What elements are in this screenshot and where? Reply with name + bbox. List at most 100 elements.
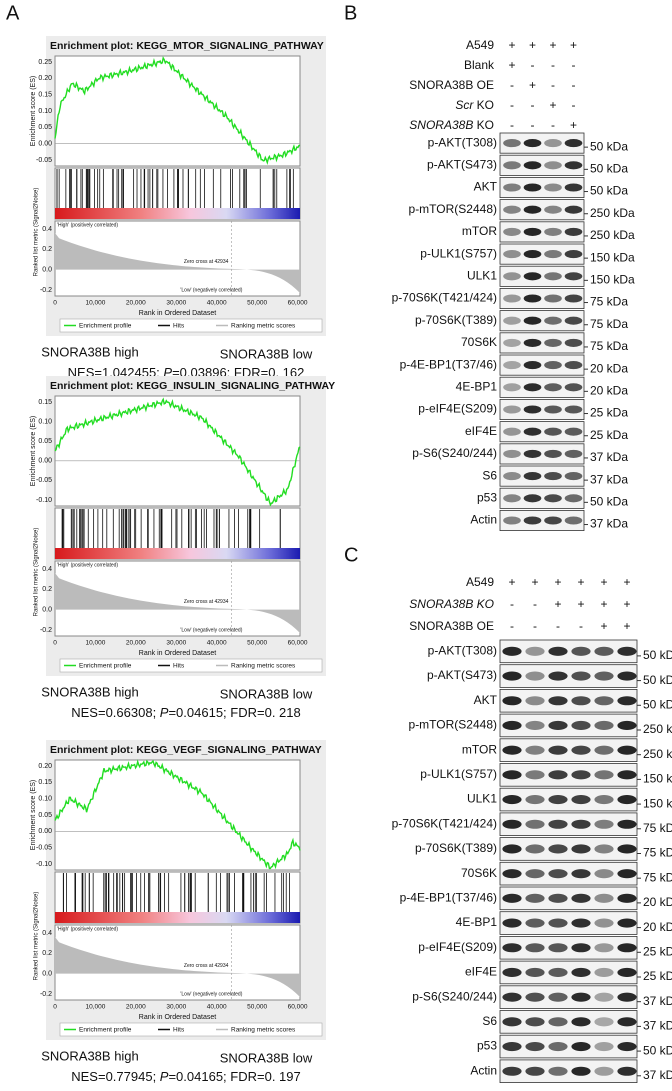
blot-band bbox=[502, 646, 522, 656]
condition-sign: + bbox=[623, 575, 630, 589]
blot-frame bbox=[499, 509, 585, 531]
legend-label: Ranking metric scores bbox=[231, 1027, 296, 1034]
blot-band bbox=[502, 943, 522, 953]
x-tick-label: 60,000 bbox=[288, 300, 308, 307]
blot-band bbox=[502, 720, 522, 730]
kda-label: 37 kDa bbox=[643, 1068, 672, 1082]
blot-band bbox=[564, 139, 583, 148]
condition-sign: - bbox=[510, 118, 514, 132]
blot-band bbox=[571, 1066, 591, 1076]
blot-band bbox=[503, 205, 521, 214]
kda-label: 75 kDa bbox=[643, 821, 672, 835]
blot-band bbox=[564, 316, 583, 325]
legend-label: Ranking metric scores bbox=[231, 323, 296, 330]
group-high: SNORA38B high bbox=[41, 344, 139, 359]
blot-band bbox=[525, 893, 545, 903]
blot-band bbox=[564, 427, 583, 436]
plot-title: Enrichment plot: KEGG_VEGF_SIGNALING_PAT… bbox=[50, 744, 322, 756]
blot-band bbox=[548, 745, 568, 755]
protein-label: S6 bbox=[482, 468, 497, 482]
x-tick-label: 30,000 bbox=[166, 1004, 186, 1011]
blot-band bbox=[617, 992, 637, 1002]
blot-band bbox=[502, 893, 522, 903]
kda-label: 20 kDa bbox=[643, 920, 672, 934]
blot-frame bbox=[499, 176, 585, 198]
protein-label: p-4E-BP1(T37/46) bbox=[400, 891, 497, 905]
protein-label: Actin bbox=[470, 1063, 497, 1077]
condition-sign: + bbox=[549, 98, 556, 112]
stats: NES=0.77945; P=0.04165; FDR=0. 197 bbox=[71, 1069, 300, 1084]
es-tick-label: 0.25 bbox=[38, 59, 52, 66]
kda-label: 150 kDa bbox=[643, 772, 672, 786]
text-part: Scr bbox=[455, 98, 474, 112]
blot-band bbox=[617, 918, 637, 928]
blot-band bbox=[503, 338, 521, 347]
protein-label: p-70S6K(T389) bbox=[415, 313, 497, 327]
blot-band bbox=[617, 967, 637, 977]
blot-band bbox=[564, 361, 583, 370]
condition-sign: - bbox=[572, 78, 576, 92]
blot-band bbox=[544, 161, 562, 170]
blot-band bbox=[523, 405, 542, 414]
condition-label: A549 bbox=[466, 38, 494, 52]
kda-label: 150 kDa bbox=[590, 250, 635, 264]
x-tick-label: 30,000 bbox=[166, 640, 186, 647]
x-tick-label: 10,000 bbox=[85, 640, 105, 647]
blot-band bbox=[503, 272, 521, 281]
blot-band bbox=[525, 943, 545, 953]
blot-band bbox=[548, 918, 568, 928]
blot-band bbox=[594, 770, 614, 780]
blot-band bbox=[571, 992, 591, 1002]
condition-sign: + bbox=[623, 597, 630, 611]
kda-label: 37 kDa bbox=[590, 517, 628, 531]
plot-title: Enrichment plot: KEGG_MTOR_SIGNALING_PAT… bbox=[50, 40, 324, 52]
blot-band bbox=[523, 316, 542, 325]
blot-band bbox=[564, 383, 583, 392]
kda-label: 250 kDa bbox=[590, 228, 635, 242]
blot-band bbox=[502, 844, 522, 854]
blot-band bbox=[571, 893, 591, 903]
blot-band bbox=[523, 227, 542, 236]
kda-label: 37 kDa bbox=[643, 994, 672, 1008]
protein-label: p-ULK1(S757) bbox=[420, 767, 497, 781]
blot-band bbox=[594, 918, 614, 928]
x-tick-label: 40,000 bbox=[207, 640, 227, 647]
blot-band bbox=[544, 183, 562, 192]
blot-frame bbox=[499, 738, 638, 762]
condition-sign: + bbox=[529, 38, 536, 52]
kda-label: 25 kDa bbox=[590, 406, 628, 420]
kda-label: 75 kDa bbox=[590, 317, 628, 331]
blot-band bbox=[523, 472, 542, 481]
es-axis-label: Enrichment score (ES) bbox=[30, 76, 37, 146]
panel-label: C bbox=[344, 544, 358, 566]
condition-sign: + bbox=[508, 575, 515, 589]
high-label: 'High' (positively correlated) bbox=[57, 222, 118, 228]
protein-label: mTOR bbox=[462, 742, 497, 756]
blot-frame bbox=[499, 354, 585, 376]
metric-tick-label: 0.4 bbox=[42, 930, 52, 937]
blot-band bbox=[502, 869, 522, 879]
blot-band bbox=[594, 745, 614, 755]
blot-band bbox=[503, 316, 521, 325]
blot-band bbox=[571, 770, 591, 780]
zero-cross-label: Zero cross at 42934 bbox=[184, 259, 229, 265]
blot-band bbox=[525, 745, 545, 755]
legend-box bbox=[59, 1022, 323, 1037]
blot-band bbox=[502, 1066, 522, 1076]
blot-band bbox=[523, 139, 542, 148]
condition-sign: - bbox=[510, 78, 514, 92]
blot-band bbox=[594, 720, 614, 730]
blot-band bbox=[503, 161, 521, 170]
x-tick-label: 50,000 bbox=[247, 640, 267, 647]
blot-band bbox=[617, 646, 637, 656]
blot-frame bbox=[499, 1059, 638, 1084]
blot-band bbox=[544, 427, 562, 436]
kda-label: 50 kDa bbox=[643, 1043, 672, 1057]
condition-sign: + bbox=[577, 597, 584, 611]
blot-band bbox=[548, 770, 568, 780]
protein-label: 4E-BP1 bbox=[456, 915, 498, 929]
blot-band bbox=[544, 449, 562, 458]
blot-band bbox=[502, 819, 522, 829]
legend-label: Hits bbox=[173, 663, 185, 670]
blot-band bbox=[503, 472, 521, 481]
